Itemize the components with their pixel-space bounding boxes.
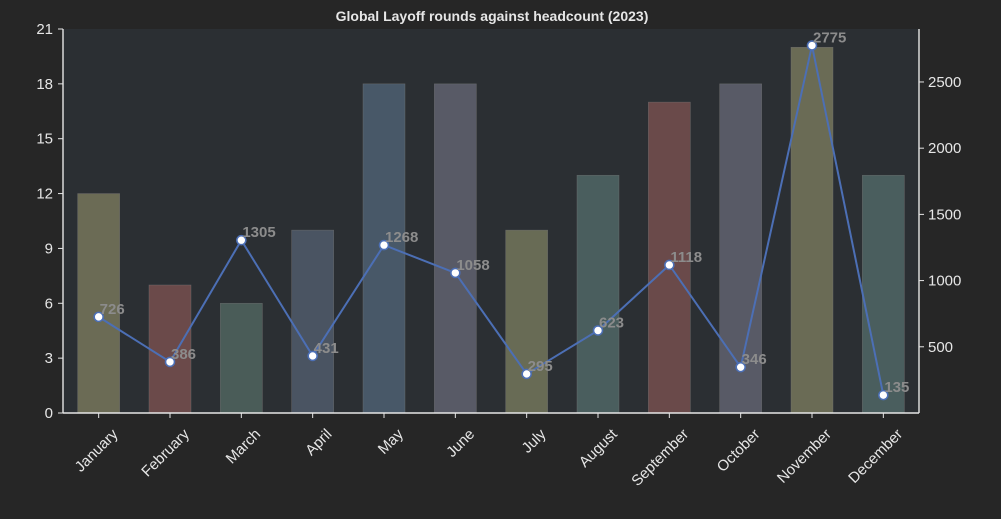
right-tick-label: 1500 <box>928 206 961 223</box>
left-tick-label: 15 <box>36 131 53 148</box>
data-label-december: 135 <box>884 379 909 396</box>
x-tick-label-october: October <box>714 426 764 476</box>
data-label-april: 431 <box>314 340 339 357</box>
bar-march <box>220 302 263 414</box>
bar-november <box>790 46 834 414</box>
line-point-may <box>378 239 390 251</box>
bar-february <box>148 284 192 414</box>
line-point-march <box>236 234 247 246</box>
headcount-line <box>98 45 885 396</box>
data-label-october: 346 <box>742 351 767 368</box>
x-tick-label-june: June <box>443 426 478 461</box>
x-tick-label-february: February <box>138 425 193 480</box>
left-tick-label: 6 <box>45 295 53 312</box>
line-point-december <box>878 389 889 401</box>
plot-area <box>63 29 919 413</box>
line-point-february <box>164 356 176 368</box>
x-tick-label-april: April <box>302 426 335 459</box>
bar-december <box>862 174 905 414</box>
line-point-august <box>592 325 604 336</box>
line-layer <box>93 40 889 401</box>
x-tick-label-march: March <box>223 426 264 467</box>
bar-august <box>576 174 620 414</box>
right-tick-label: 2000 <box>928 140 961 157</box>
left-tick-label: 3 <box>45 350 53 367</box>
bar-july <box>505 229 548 414</box>
left-tick-label: 18 <box>36 76 53 93</box>
data-label-september: 1118 <box>670 249 702 266</box>
line-point-april <box>307 350 318 362</box>
line-point-july <box>521 368 532 380</box>
bar-september <box>648 101 691 414</box>
x-tick-label-december: December <box>845 426 906 487</box>
x-tick-label-january: January <box>72 425 122 475</box>
right-tick-label: 2500 <box>928 74 961 91</box>
x-tick-label-july: July <box>519 425 550 456</box>
data-label-february: 386 <box>171 346 196 363</box>
right-tick-label: 1000 <box>928 273 961 290</box>
data-label-november: 2775 <box>813 30 846 47</box>
data-label-august: 623 <box>599 315 624 332</box>
bar-january <box>77 193 120 414</box>
data-label-july: 295 <box>528 358 553 375</box>
data-label-january: 726 <box>100 301 125 318</box>
data-labels-layer: 726 386 1305 431 1268 1058 295 623 1118 346 2775 13… <box>100 30 910 397</box>
data-label-june: 1058 <box>456 257 489 274</box>
bar-june <box>434 83 477 414</box>
left-tick-label: 21 <box>36 21 53 38</box>
x-tick-label-september: September <box>628 426 692 490</box>
line-point-october <box>735 361 746 373</box>
x-tick-label-november: November <box>774 426 835 487</box>
x-tick-label-august: August <box>576 425 622 471</box>
left-tick-label: 9 <box>45 240 53 257</box>
right-tick-label: 500 <box>928 339 953 356</box>
line-point-september <box>664 259 675 271</box>
line-point-january <box>93 311 104 323</box>
line-point-june <box>450 267 461 279</box>
x-tick-label-may: May <box>375 425 407 457</box>
line-point-november <box>806 40 818 51</box>
bar-october <box>719 83 762 414</box>
data-label-march: 1305 <box>242 224 275 241</box>
left-tick-label: 12 <box>36 186 53 203</box>
bar-april <box>291 229 334 414</box>
chart-title: Global Layoff rounds against headcount (… <box>336 8 649 24</box>
data-label-may: 1268 <box>385 229 418 246</box>
left-tick-label: 0 <box>45 405 53 422</box>
